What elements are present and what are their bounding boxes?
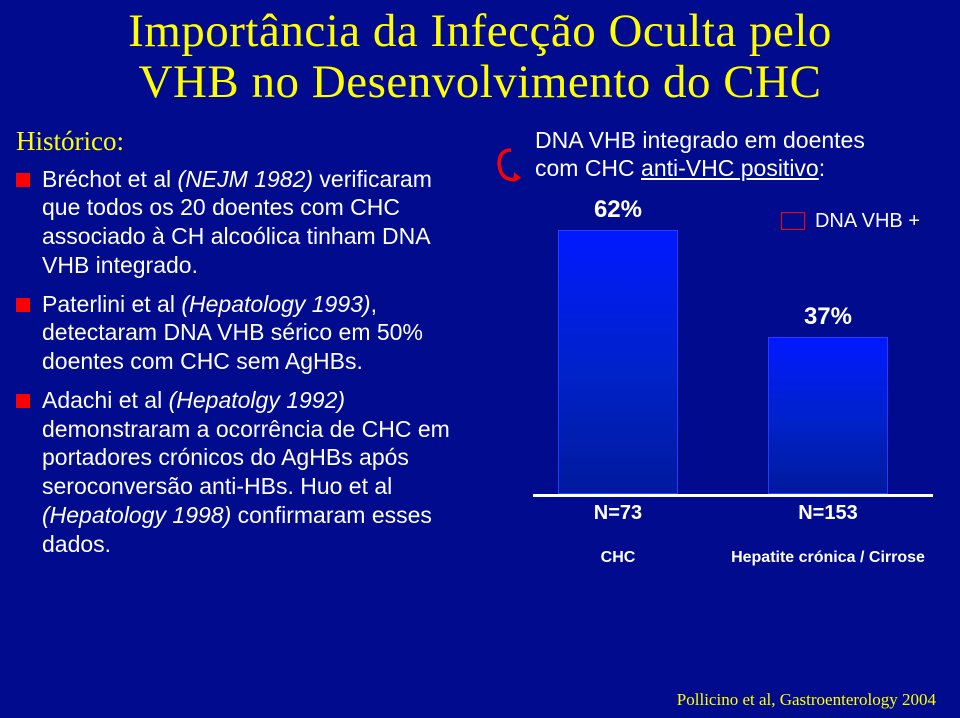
chart-bar: 37%	[768, 337, 888, 495]
bar-chart: 62% 37% N=73 N=153 CHC Hepatite crónica …	[533, 199, 933, 539]
left-column: Histórico: Bréchot et al (NEJM 1982) ver…	[14, 126, 483, 569]
chart-bar: 62%	[558, 230, 678, 494]
chart-title-line2b: anti-VHC positivo	[641, 155, 819, 181]
bullet-text: Paterlini et al	[42, 291, 181, 317]
bullet-cite: (Hepatology 1998)	[42, 502, 231, 528]
bar-category-label: Hepatite crónica / Cirrose	[723, 549, 933, 567]
title-line1: Importância da Infecção Oculta pelo	[128, 5, 832, 57]
chart-title-line1: DNA VHB integrado em doentes	[535, 127, 865, 153]
bar-fill	[558, 230, 678, 494]
bar-value-label: 37%	[768, 303, 888, 331]
bullet-cite: (NEJM 1982)	[178, 166, 313, 192]
right-column: DNA VHB integrado em doentes com CHC ant…	[483, 126, 942, 569]
chart-title-line2a: com CHC	[535, 155, 641, 181]
title-line2: VHB no Desenvolvimento do CHC	[139, 56, 822, 108]
bar-value-label: 62%	[558, 196, 678, 224]
bar-n-label: N=153	[768, 502, 888, 525]
bar-fill	[768, 337, 888, 495]
bullet-item: Bréchot et al (NEJM 1982) verificaram qu…	[14, 165, 473, 280]
content-area: Histórico: Bréchot et al (NEJM 1982) ver…	[0, 118, 960, 569]
bullet-text: demonstraram a ocorrência de CHC em port…	[42, 416, 450, 500]
bar-n-label: N=73	[558, 502, 678, 525]
bullet-text: Bréchot et al	[42, 166, 178, 192]
bullet-cite: (Hepatolgy 1992)	[169, 387, 345, 413]
historico-label: Histórico:	[16, 126, 473, 157]
bullet-list: Bréchot et al (NEJM 1982) verificaram qu…	[14, 165, 473, 559]
citation: Pollicino et al, Gastroenterology 2004	[677, 690, 936, 710]
bullet-item: Paterlini et al (Hepatology 1993), detec…	[14, 290, 473, 376]
bullet-text: Adachi et al	[42, 387, 169, 413]
chart-title: DNA VHB integrado em doentes com CHC ant…	[535, 126, 942, 184]
chart-baseline	[533, 494, 933, 497]
chart-title-line2c: :	[819, 155, 825, 181]
bullet-cite: (Hepatology 1993)	[181, 291, 370, 317]
bullet-item: Adachi et al (Hepatolgy 1992) demonstrar…	[14, 386, 473, 559]
curved-arrow-icon	[491, 144, 525, 191]
slide-title: Importância da Infecção Oculta pelo VHB …	[0, 0, 960, 118]
bar-category-label: CHC	[558, 549, 678, 567]
